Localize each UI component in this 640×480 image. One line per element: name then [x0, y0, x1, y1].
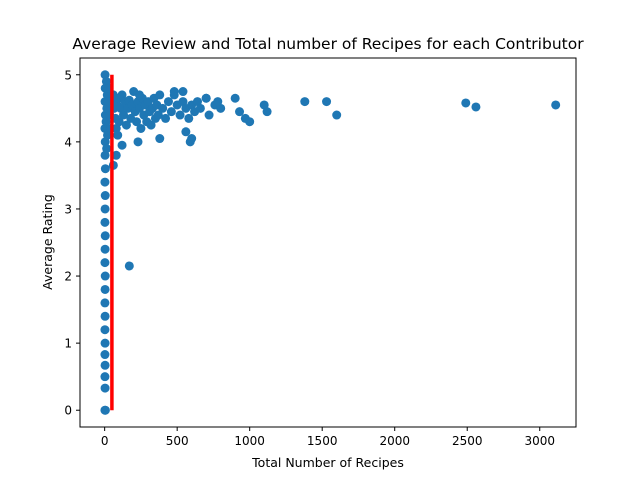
y-axis-ticks: 0 1 2 3 4 5	[64, 68, 80, 418]
data-point	[178, 97, 188, 107]
data-point	[161, 113, 171, 123]
data-point	[551, 100, 561, 110]
data-point	[300, 97, 310, 107]
data-point	[136, 123, 146, 133]
x-tick-label: 2500	[452, 434, 483, 448]
data-point	[100, 204, 110, 214]
data-point	[133, 137, 143, 147]
x-tick-label: 0	[101, 434, 109, 448]
y-tick-label: 2	[64, 270, 72, 284]
data-point	[100, 338, 110, 348]
data-point	[245, 117, 255, 127]
data-point	[132, 117, 142, 127]
data-point	[146, 120, 156, 130]
data-point	[102, 103, 112, 113]
chart-title: Average Review and Total number of Recip…	[72, 35, 584, 53]
data-point	[111, 150, 121, 160]
data-point	[100, 244, 110, 254]
data-point	[100, 405, 110, 415]
data-point	[117, 90, 127, 100]
data-point	[100, 258, 110, 268]
data-point	[100, 383, 110, 393]
data-point	[166, 107, 176, 117]
data-point	[100, 177, 110, 187]
y-tick-label: 0	[64, 404, 72, 418]
data-point	[169, 87, 179, 97]
data-point	[134, 90, 144, 100]
x-tick-label: 1000	[234, 434, 265, 448]
data-point	[100, 311, 110, 321]
data-point	[102, 144, 112, 154]
data-point	[100, 298, 110, 308]
data-point	[121, 120, 131, 130]
data-point	[100, 217, 110, 227]
data-point	[155, 134, 165, 144]
y-axis-label: Average Rating	[40, 194, 55, 290]
data-point	[100, 231, 110, 241]
data-point	[100, 70, 110, 80]
data-point	[187, 134, 197, 144]
data-point	[100, 164, 110, 174]
data-point	[153, 110, 163, 120]
data-point	[259, 100, 269, 110]
data-point	[100, 150, 110, 160]
data-point	[235, 107, 245, 117]
points-layer	[100, 70, 561, 415]
data-point	[119, 110, 129, 120]
data-point	[100, 372, 110, 382]
x-tick-label: 500	[166, 434, 189, 448]
data-point	[195, 103, 205, 113]
data-point	[461, 98, 471, 108]
data-point	[201, 93, 211, 103]
y-tick-label: 3	[64, 202, 72, 216]
x-tick-label: 1500	[307, 434, 338, 448]
data-point	[471, 102, 481, 112]
data-point	[117, 140, 127, 150]
data-point	[103, 130, 113, 140]
data-point	[178, 87, 188, 97]
y-tick-label: 4	[64, 135, 72, 149]
x-axis-ticks: 0 500 1000 1500 2000 2500 3000	[101, 427, 555, 448]
plot-frame	[79, 57, 577, 428]
data-point	[192, 97, 202, 107]
x-axis-label: Total Number of Recipes	[251, 455, 404, 470]
data-point	[100, 284, 110, 294]
data-point	[101, 117, 111, 127]
data-point	[213, 97, 223, 107]
data-point	[116, 103, 126, 113]
data-point	[155, 90, 165, 100]
data-point	[100, 360, 110, 370]
data-point	[262, 107, 272, 117]
data-point	[204, 110, 214, 120]
y-tick-label: 1	[64, 337, 72, 351]
data-point	[158, 103, 168, 113]
data-point	[175, 110, 185, 120]
data-point	[124, 261, 134, 271]
x-tick-label: 2000	[379, 434, 410, 448]
data-point	[322, 97, 332, 107]
y-tick-label: 5	[64, 68, 72, 82]
data-point	[181, 127, 191, 137]
data-point	[114, 117, 124, 127]
data-point	[100, 191, 110, 201]
data-point	[100, 350, 110, 360]
data-point	[184, 113, 194, 123]
data-point	[113, 130, 123, 140]
data-point	[111, 123, 121, 133]
data-point	[216, 103, 226, 113]
x-tick-label: 3000	[524, 434, 555, 448]
data-point	[230, 93, 240, 103]
data-point	[332, 110, 342, 120]
data-point	[100, 325, 110, 335]
data-point	[100, 271, 110, 281]
data-point	[163, 97, 173, 107]
